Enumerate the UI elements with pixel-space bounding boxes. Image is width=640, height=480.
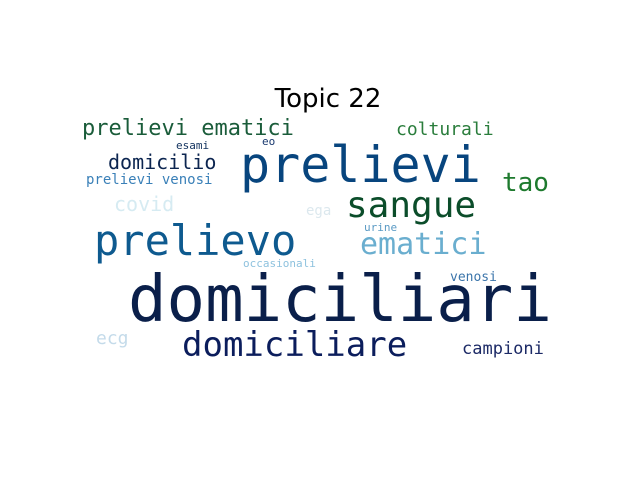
word-ecg: ecg [96,328,129,349]
word-urine: urine [364,221,398,234]
word-domiciliare: domiciliare [182,325,408,365]
word-ematici: ematici [360,227,487,262]
word-domiciliari: domiciliari [128,263,552,337]
word-prelievi-venosi: prelievi venosi [86,172,213,188]
word-occasionali: occasionali [243,257,316,270]
word-prelievi-ematici: prelievi ematici [82,116,294,141]
word-esami: esami [176,139,210,152]
word-domicilio: domicilio [108,150,217,174]
word-prelievi: prelievi [240,136,481,194]
word-eo: eo [262,135,276,148]
word-covid: covid [114,192,175,216]
word-colturali: colturali [396,119,494,140]
word-venosi: venosi [450,270,497,285]
word-prelievo: prelievo [94,216,297,265]
chart-title: Topic 22 [274,84,382,114]
word-tao: tao [502,168,549,198]
word-ega: ega [306,203,332,219]
word-campioni: campioni [462,339,544,359]
word-sangue: sangue [346,185,477,226]
